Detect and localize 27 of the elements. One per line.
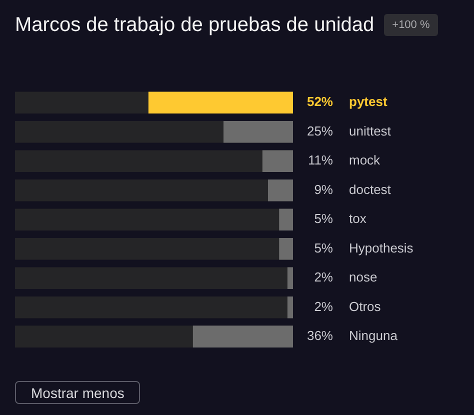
bar — [287, 267, 293, 289]
data-label: 25% — [306, 123, 334, 138]
y-tick-label: Hypothesis — [349, 240, 414, 256]
y-tick-label: nose — [349, 270, 378, 285]
y-tick-label: doctest — [349, 182, 392, 197]
bar — [262, 150, 293, 172]
data-label: 52% — [306, 94, 334, 110]
y-tick-label: Otros — [349, 298, 382, 314]
y-tick-label: tox — [349, 211, 367, 226]
data-label: 2% — [314, 270, 334, 285]
data-label: 9% — [314, 182, 334, 197]
y-tick-label: unittest — [349, 123, 392, 138]
data-label: 5% — [314, 211, 334, 226]
bar — [287, 296, 293, 318]
bar — [279, 208, 293, 230]
bar — [279, 238, 293, 260]
y-tick-label: Ninguna — [349, 328, 398, 344]
data-label: 11% — [308, 152, 334, 168]
chart-title: Marcos de trabajo de pruebas de unidad — [15, 13, 374, 37]
text: +100 % — [392, 19, 430, 31]
y-tick-label: pytest — [349, 94, 388, 110]
data-label: 36% — [306, 328, 334, 344]
text: Mostrar menos — [31, 384, 124, 400]
y-tick-label: mock — [349, 152, 381, 168]
data-label: 5% — [314, 240, 334, 256]
bar — [268, 179, 293, 202]
data-label: 2% — [314, 298, 334, 314]
